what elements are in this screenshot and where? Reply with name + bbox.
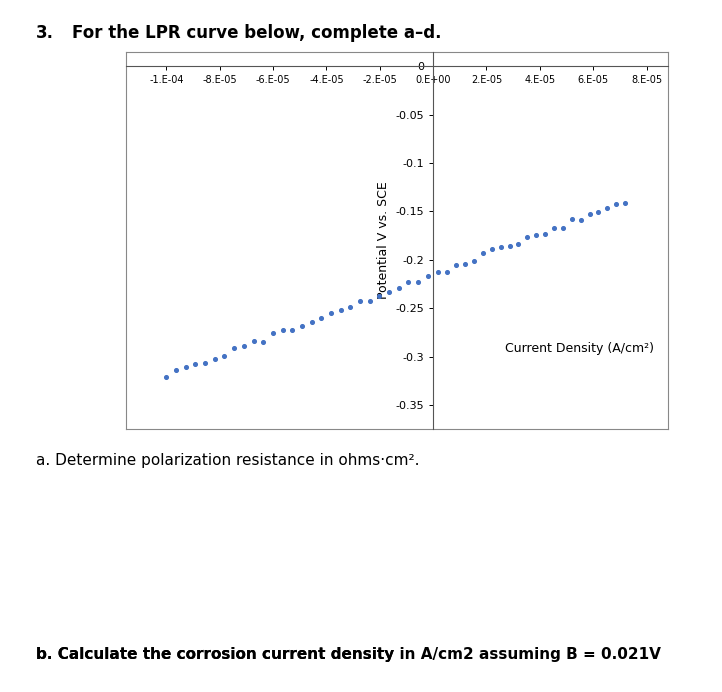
- Text: Current Density (A/cm²): Current Density (A/cm²): [505, 342, 654, 355]
- Point: [316, 313, 327, 324]
- Point: [160, 371, 172, 382]
- Point: [373, 291, 385, 302]
- Point: [306, 317, 318, 328]
- Point: [364, 295, 375, 306]
- Point: [393, 282, 404, 293]
- Point: [383, 286, 395, 298]
- Point: [335, 304, 347, 316]
- Point: [287, 324, 298, 335]
- Point: [513, 239, 524, 250]
- Point: [521, 232, 533, 243]
- Point: [531, 230, 542, 241]
- Point: [170, 364, 182, 375]
- Point: [442, 266, 453, 277]
- Point: [584, 208, 596, 219]
- Point: [566, 214, 578, 225]
- Point: [539, 228, 551, 239]
- Point: [296, 320, 308, 331]
- Point: [459, 259, 471, 270]
- Point: [432, 266, 444, 277]
- Point: [495, 242, 506, 253]
- Text: a. Determine polarization resistance in ohms·cm².: a. Determine polarization resistance in …: [36, 453, 419, 468]
- Point: [344, 302, 356, 313]
- Point: [548, 223, 560, 234]
- Point: [199, 358, 211, 369]
- Point: [469, 256, 480, 267]
- Point: [575, 214, 586, 225]
- Text: b. Calculate the corrosion current density in A/cm2 assuming B = 0.021V: b. Calculate the corrosion current densi…: [36, 647, 661, 662]
- Point: [403, 277, 414, 288]
- Text: 3.: 3.: [36, 24, 54, 42]
- Point: [477, 247, 489, 258]
- Text: b. Calculate the corrosion current density: b. Calculate the corrosion current densi…: [0, 691, 1, 692]
- Point: [209, 354, 220, 365]
- Point: [557, 222, 569, 233]
- Point: [238, 340, 250, 352]
- Point: [258, 336, 269, 347]
- Point: [422, 271, 433, 282]
- Point: [219, 351, 230, 362]
- Point: [593, 207, 604, 218]
- Text: b. Calculate the corrosion current density in A/cm: b. Calculate the corrosion current densi…: [0, 691, 1, 692]
- Point: [451, 260, 462, 271]
- Point: [486, 244, 497, 255]
- Point: [190, 358, 201, 370]
- Point: [325, 307, 336, 318]
- Text: b. Calculate the corrosion current density: b. Calculate the corrosion current densi…: [36, 647, 399, 662]
- Point: [619, 197, 631, 208]
- Text: For the LPR curve below, complete a–d.: For the LPR curve below, complete a–d.: [72, 24, 442, 42]
- Y-axis label: Potential V vs. SCE: Potential V vs. SCE: [377, 181, 390, 300]
- Point: [180, 362, 191, 373]
- Point: [248, 336, 259, 347]
- Point: [277, 324, 288, 335]
- Point: [228, 343, 240, 354]
- Point: [267, 327, 279, 338]
- Point: [412, 276, 424, 287]
- Point: [504, 241, 516, 252]
- Point: [611, 199, 622, 210]
- Point: [601, 202, 613, 213]
- Point: [355, 296, 366, 307]
